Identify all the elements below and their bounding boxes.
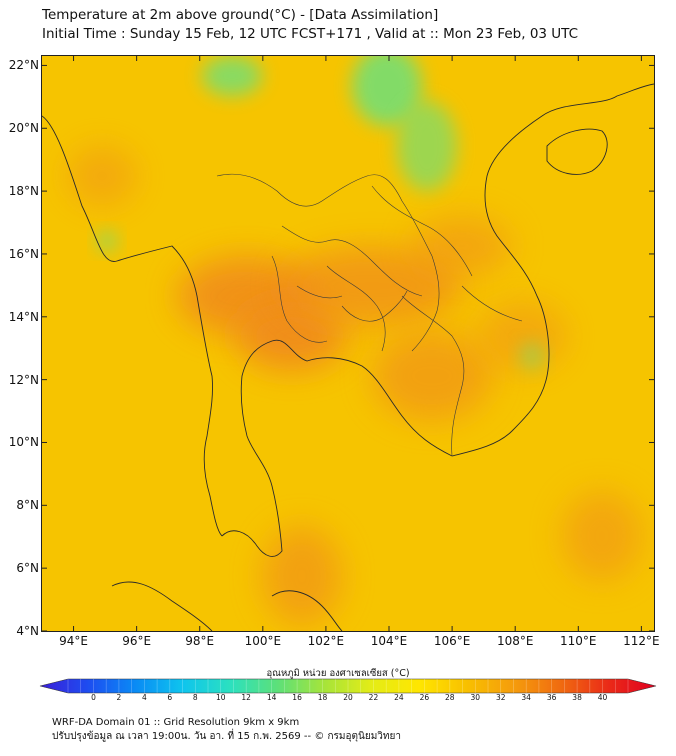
colorbar-tick-label: 38 — [572, 693, 582, 702]
lat-tick-label: 6°N — [16, 561, 39, 576]
colorbar-tick-label: 24 — [394, 693, 404, 702]
lat-tick-label: 8°N — [16, 498, 39, 513]
lon-tick-label: 100°E — [244, 634, 282, 648]
lat-tick-label: 18°N — [8, 184, 39, 199]
chart-title: Temperature at 2m above ground(°C) - [Da… — [42, 6, 578, 44]
colorbar-tick-label: 22 — [368, 693, 379, 702]
title-line-2: Initial Time : Sunday 15 Feb, 12 UTC FCS… — [42, 26, 579, 42]
lon-tick-label: 112°E — [623, 634, 660, 648]
colorbar-tick-label: 10 — [215, 693, 226, 702]
map-canvas — [42, 56, 654, 631]
colorbar-tick-label: 32 — [495, 693, 506, 702]
colorbar-tick-label: 4 — [141, 693, 147, 702]
country-borders — [216, 173, 523, 457]
colorbar-tick-label: 16 — [292, 693, 302, 702]
lat-tick-label: 4°N — [16, 624, 39, 638]
warm-area — [237, 301, 347, 371]
lon-tick-label: 104°E — [370, 634, 408, 648]
colorbar-tick-label: 6 — [167, 693, 173, 702]
footer-line-1: WRF-DA Domain 01 :: Grid Resolution 9km … — [52, 717, 300, 728]
lon-tick-label: 98°E — [185, 634, 215, 648]
lat-tick-label: 16°N — [8, 246, 39, 261]
cool-area — [397, 101, 457, 191]
colorbar-tick-label: 30 — [470, 693, 481, 702]
footer-line-2: ปรับปรุงข้อมูล ณ เวลา 19:00น. วัน อา. ที… — [52, 731, 401, 742]
footer: WRF-DA Domain 01 :: Grid Resolution 9km … — [52, 716, 401, 744]
temperature-map — [41, 55, 655, 632]
colorbar-tick-label: 36 — [546, 693, 557, 702]
lat-tick-label: 22°N — [8, 58, 39, 73]
lat-tick-label: 10°N — [8, 435, 39, 450]
colorbar-tick-label: 12 — [241, 693, 251, 702]
cool-area — [97, 231, 117, 251]
lon-tick-label: 102°E — [307, 634, 345, 648]
colorbar-tick-label: 20 — [343, 693, 353, 702]
lon-tick-label: 94°E — [59, 634, 88, 648]
cool-area — [202, 56, 262, 96]
colorbar-tick-label: 2 — [116, 693, 122, 702]
lon-tick-label: 108°E — [496, 634, 534, 648]
colorbar-tick-label: 0 — [91, 693, 96, 702]
lon-tick-label: 106°E — [433, 634, 471, 648]
warm-area — [412, 216, 512, 276]
colorbar-tick-label: 26 — [419, 693, 430, 702]
warm-area — [562, 491, 642, 581]
lon-tick-label: 110°E — [560, 634, 597, 648]
warm-area — [67, 146, 137, 206]
cool-area — [520, 342, 544, 370]
colorbar-tick-label: 40 — [597, 693, 608, 702]
warm-area — [262, 526, 342, 626]
axis-ticks — [42, 56, 654, 631]
colorbar-tick-label: 28 — [445, 693, 455, 702]
title-line-1: Temperature at 2m above ground(°C) - [Da… — [42, 7, 439, 23]
warm-area — [372, 331, 492, 421]
colorbar-tick-label: 14 — [266, 693, 277, 702]
colorbar-title: อุณหภูมิ หน่วย องศาเซลเซียส (°C) — [266, 668, 410, 679]
colorbar — [39, 678, 657, 694]
lat-tick-label: 20°N — [8, 121, 39, 136]
colorbar-tick-label: 18 — [317, 693, 328, 702]
cool-area — [352, 56, 422, 126]
lat-tick-label: 14°N — [8, 309, 39, 324]
lat-tick-label: 12°N — [8, 372, 39, 387]
colorbar-tick-label: 8 — [192, 693, 198, 702]
lon-tick-label: 96°E — [122, 634, 152, 648]
temperature-field — [67, 56, 642, 626]
coastlines — [42, 83, 654, 631]
colorbar-tick-label: 34 — [521, 693, 531, 702]
